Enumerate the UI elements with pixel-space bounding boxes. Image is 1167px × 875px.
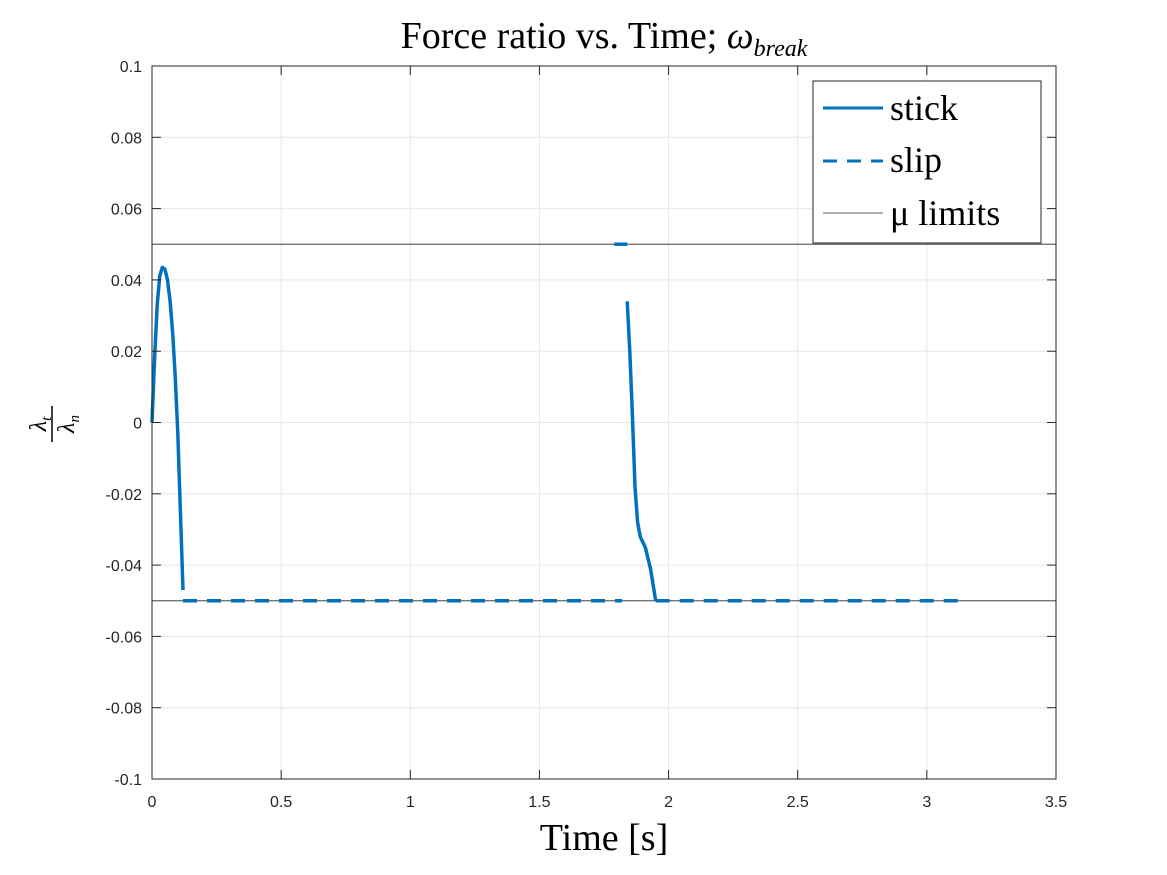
- x-tick-label: 0: [148, 794, 157, 811]
- y-label-num-sub: t: [39, 416, 55, 421]
- chart-title: Force ratio vs. Time; ωbreak: [401, 15, 808, 62]
- y-axis-label-numerator: λt: [26, 416, 55, 432]
- chart-title-symbol: ω: [727, 15, 754, 57]
- y-tick-label: -0.06: [106, 629, 143, 646]
- y-tick-label: -0.08: [106, 701, 143, 718]
- y-tick-label: 0.02: [111, 344, 142, 361]
- x-tick-label: 1.5: [528, 794, 550, 811]
- legend: stick slip μ limits: [812, 80, 1042, 244]
- series-lines: [150, 242, 961, 603]
- tick-marks: [151, 65, 1057, 780]
- y-axis-label-denominator: λn: [54, 415, 83, 434]
- y-label-num-symbol: λ: [26, 421, 52, 432]
- x-tick-label: 1: [406, 794, 415, 811]
- series-stick-line: [150, 265, 185, 591]
- y-tick-label: -0.02: [106, 487, 143, 504]
- y-label-den-sub: n: [67, 415, 83, 423]
- chart-title-subscript: break: [754, 36, 808, 62]
- x-tick-labels: 0 0.5 1 1.5 2 2.5 3 3.5: [148, 794, 1068, 811]
- series-stick-line: [625, 301, 658, 602]
- x-tick-label: 3: [922, 794, 931, 811]
- y-label-den-symbol: λ: [54, 423, 80, 434]
- y-axis-label: λt λn: [26, 406, 83, 442]
- y-tick-label: 0.1: [120, 59, 142, 76]
- legend-label-stick: stick: [890, 88, 958, 128]
- y-tick-label: -0.04: [106, 558, 143, 575]
- x-tick-label: 0.5: [270, 794, 292, 811]
- legend-label-slip: slip: [890, 140, 942, 180]
- legend-label-limits: μ limits: [890, 193, 1000, 233]
- y-tick-label: 0.06: [111, 202, 142, 219]
- x-tick-label: 3.5: [1045, 794, 1067, 811]
- x-tick-label: 2.5: [787, 794, 809, 811]
- x-tick-label: 2: [664, 794, 673, 811]
- y-tick-label: 0: [133, 416, 142, 433]
- y-tick-label: 0.08: [111, 130, 142, 147]
- chart-title-text: Force ratio vs. Time;: [401, 15, 727, 57]
- y-tick-label: -0.1: [114, 772, 142, 789]
- y-tick-label: 0.04: [111, 273, 142, 290]
- y-tick-labels: 0.1 0.08 0.06 0.04 0.02 0 -0.02 -0.04 -0.06 -0.08…: [106, 59, 143, 789]
- x-axis-label: Time [s]: [540, 817, 668, 859]
